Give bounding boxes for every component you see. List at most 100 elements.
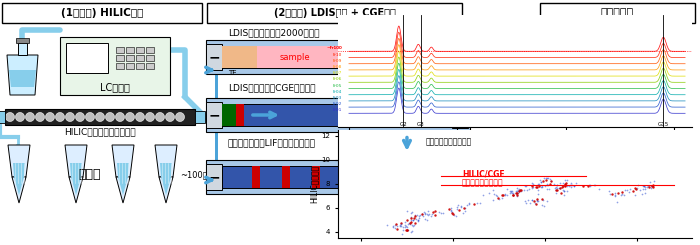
Point (402, 228, 413, 232)
Polygon shape (12, 177, 26, 203)
Point (412, 219, 423, 223)
Point (511, 191, 522, 195)
Point (387, 225, 398, 229)
Point (604, 192, 615, 196)
Circle shape (136, 112, 144, 122)
Text: データアラインメント: データアラインメント (426, 137, 472, 146)
Point (648, 183, 659, 187)
Point (413, 214, 424, 218)
Point (593, 187, 604, 191)
Point (542, 184, 553, 187)
Point (452, 203, 463, 207)
Bar (116, 63, 124, 69)
Point (508, 193, 519, 197)
Point (505, 190, 517, 194)
Text: ~Fr100: ~Fr100 (327, 47, 342, 50)
Bar (60, 37, 170, 95)
Point (425, 214, 436, 218)
Point (550, 185, 561, 189)
Point (487, 188, 498, 192)
Point (419, 217, 430, 221)
Text: LDIS濃縮によって2000倍濃縮: LDIS濃縮によって2000倍濃縮 (228, 28, 319, 37)
Bar (206, 98, 470, 132)
Point (535, 185, 546, 189)
Point (648, 185, 659, 189)
Point (452, 206, 463, 209)
Circle shape (125, 112, 134, 122)
Point (512, 191, 523, 195)
Point (612, 191, 624, 195)
Text: Fr04: Fr04 (333, 90, 342, 94)
Point (421, 212, 433, 216)
Polygon shape (70, 163, 82, 177)
Point (522, 188, 533, 192)
Point (455, 204, 466, 208)
Text: (2次元目) LDIS濃縮 + CGE分離: (2次元目) LDIS濃縮 + CGE分離 (274, 8, 395, 18)
Bar (136, 55, 144, 61)
Point (419, 210, 430, 214)
Text: −: − (208, 108, 220, 122)
Bar (222, 104, 452, 126)
Point (420, 212, 431, 216)
Text: Fr10: Fr10 (333, 53, 342, 57)
Text: Fr03: Fr03 (333, 96, 342, 100)
Point (643, 185, 655, 189)
Bar (207, 3, 462, 23)
Text: LE: LE (355, 54, 363, 60)
Point (642, 184, 653, 188)
Point (533, 182, 545, 186)
Polygon shape (118, 177, 128, 195)
Point (640, 187, 651, 191)
Text: −: − (208, 170, 220, 184)
Bar (312, 166, 320, 188)
Point (400, 228, 412, 232)
Point (446, 206, 457, 210)
Text: Fr09: Fr09 (333, 59, 342, 63)
Point (520, 201, 531, 205)
Point (458, 206, 470, 209)
Text: Fr06: Fr06 (333, 77, 342, 82)
Point (635, 188, 646, 192)
Circle shape (36, 112, 45, 122)
Point (417, 214, 428, 218)
Point (505, 189, 517, 193)
Point (559, 189, 570, 193)
Point (561, 189, 573, 193)
Polygon shape (112, 145, 134, 177)
Bar (452, 164, 468, 190)
Circle shape (95, 112, 104, 122)
Bar (206, 102, 222, 128)
Point (584, 184, 596, 188)
Circle shape (66, 112, 74, 122)
Point (568, 184, 580, 188)
Point (629, 186, 641, 190)
Point (410, 217, 421, 221)
Point (400, 223, 411, 227)
Point (609, 191, 620, 195)
Point (542, 187, 553, 191)
Circle shape (146, 112, 155, 122)
Point (434, 210, 445, 214)
Point (429, 213, 440, 217)
Point (541, 199, 552, 203)
Point (638, 184, 649, 188)
Bar (116, 47, 124, 53)
Text: Fr01: Fr01 (333, 109, 342, 112)
Point (514, 187, 525, 191)
Bar (222, 46, 452, 68)
Text: sample: sample (280, 52, 310, 61)
Polygon shape (116, 177, 130, 203)
Point (589, 183, 600, 187)
Point (400, 224, 412, 228)
Point (532, 197, 543, 201)
Circle shape (85, 112, 94, 122)
Point (631, 186, 643, 190)
Text: ~100画分: ~100画分 (180, 171, 213, 180)
Point (526, 181, 537, 185)
Point (623, 190, 634, 194)
Point (534, 178, 545, 182)
Point (533, 199, 544, 203)
Point (621, 188, 632, 192)
Point (448, 213, 459, 217)
Point (512, 191, 524, 195)
